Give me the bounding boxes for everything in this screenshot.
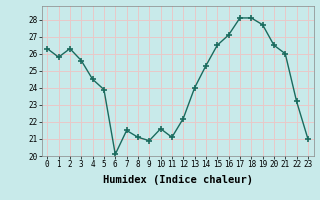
X-axis label: Humidex (Indice chaleur): Humidex (Indice chaleur): [103, 175, 252, 185]
